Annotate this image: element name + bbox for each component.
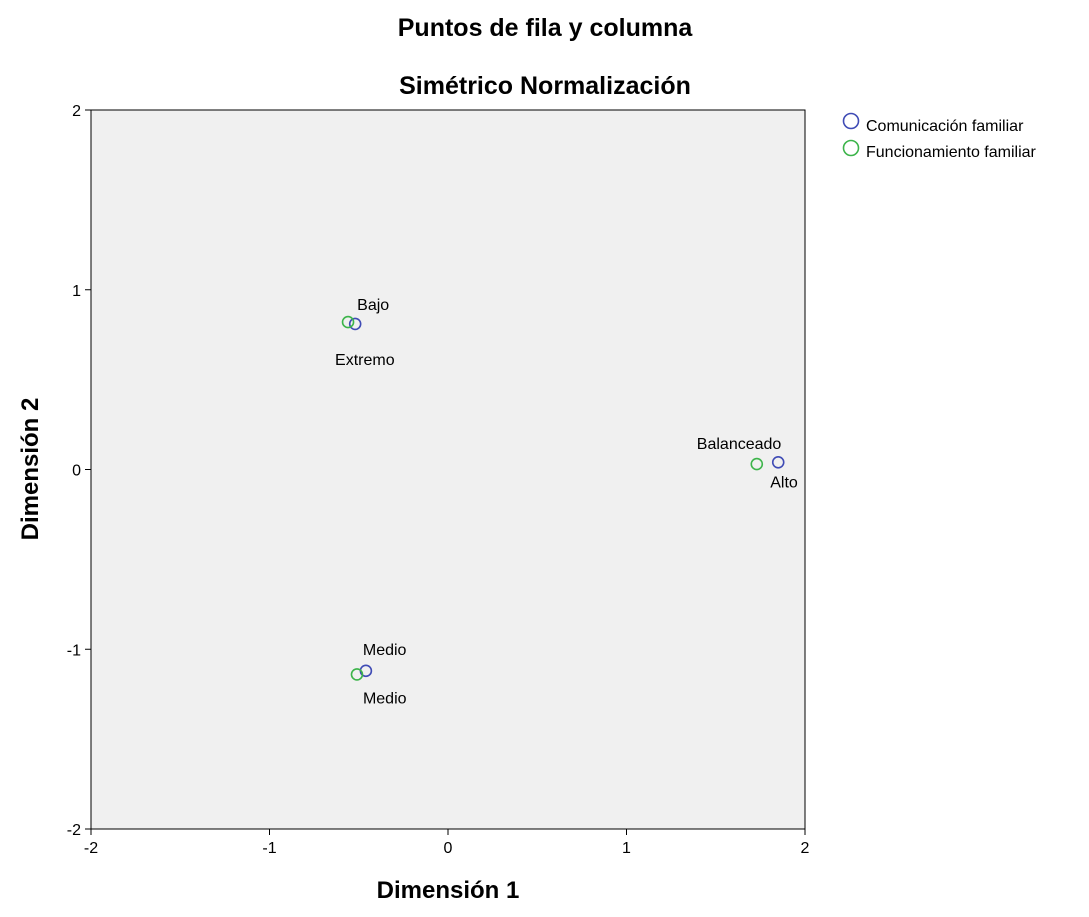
chart-subtitle: Simétrico Normalización <box>399 72 691 100</box>
y-tick-label-4: -2 <box>67 822 81 839</box>
legend-marker-1 <box>842 139 860 157</box>
y-tick-label-2: 0 <box>72 463 81 480</box>
legend-marker-0 <box>842 112 860 130</box>
y-tick-label-0: 2 <box>72 103 81 120</box>
chart-title: Puntos de fila y columna <box>398 14 694 42</box>
y-tick-label-3: -1 <box>67 642 81 659</box>
point-label-0-0: Bajo <box>357 297 389 314</box>
y-axis-title: Dimensión 2 <box>17 398 44 541</box>
x-axis-title: Dimensión 1 <box>377 877 520 904</box>
x-tick-label-3: 1 <box>622 840 631 857</box>
data-points: Bajo Alto Medio Extremo Balanceado Medio <box>335 297 798 708</box>
axis-ticks: -2 -1 0 1 2 2 1 0 -1 -2 <box>67 103 810 857</box>
legend-label-0: Comunicación familiar <box>866 118 1024 135</box>
point-label-0-2: Medio <box>363 642 407 659</box>
x-tick-label-2: 0 <box>444 840 453 857</box>
point-1-1 <box>750 457 764 471</box>
point-label-0-1: Alto <box>770 474 798 491</box>
point-0-0 <box>348 317 362 331</box>
x-tick-label-0: -2 <box>84 840 98 857</box>
point-1-0 <box>341 315 355 329</box>
x-tick-label-4: 2 <box>801 840 810 857</box>
point-label-1-1: Balanceado <box>697 436 782 453</box>
x-tick-label-1: -1 <box>262 840 276 857</box>
point-0-1 <box>771 456 785 469</box>
point-1-2 <box>350 668 364 681</box>
legend-item-0: Comunicación familiar <box>842 112 1024 135</box>
legend-item-1: Funcionamiento familiar <box>842 139 1037 161</box>
plot-area <box>90 109 806 830</box>
point-label-1-2: Medio <box>363 690 407 707</box>
y-tick-label-1: 1 <box>72 283 81 300</box>
legend: Comunicación familiar Funcionamiento fam… <box>842 112 1037 161</box>
point-label-1-0: Extremo <box>335 352 395 369</box>
legend-label-1: Funcionamiento familiar <box>866 144 1037 161</box>
